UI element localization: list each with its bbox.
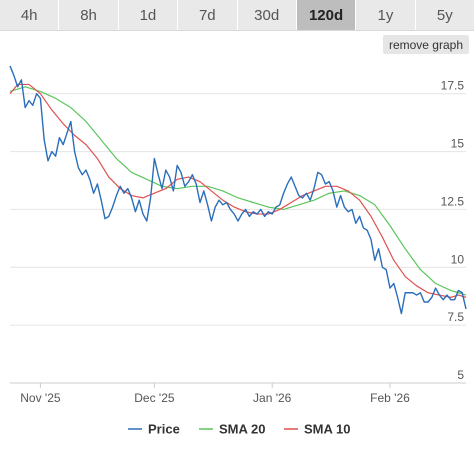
tab-8h[interactable]: 8h (59, 0, 119, 30)
tab-5y[interactable]: 5y (436, 6, 453, 24)
y-tick-label: 7.5 (447, 310, 464, 324)
x-tick-label: Nov '25 (20, 391, 61, 405)
x-tick-label: Jan '26 (253, 391, 292, 405)
legend-label-price: Price (148, 422, 180, 437)
timeframe-tabs: 4h 8h 1d 7d 30d 120d 1y 5y (0, 0, 474, 31)
y-tick-label: 17.5 (441, 79, 465, 93)
remove-graph-button[interactable]: remove graph (382, 35, 469, 54)
x-tick-label: Dec '25 (134, 391, 175, 405)
series-line-sma-10 (9, 83, 467, 298)
axes: 5 7.5 10 12.5 15 17.5 Nov '25 Dec '25 Jan '26 Feb… (10, 79, 466, 405)
y-tick-label: 10 (451, 252, 465, 266)
legend-label-sma-20: SMA 20 (219, 422, 265, 437)
tab-4h[interactable]: 4h (0, 0, 60, 30)
y-tick-label: 12.5 (441, 194, 465, 208)
series-line-sma-20 (9, 86, 467, 296)
tab-7d[interactable]: 7d (178, 0, 238, 30)
legend-label-sma-10: SMA 10 (304, 422, 350, 437)
series (9, 65, 467, 315)
grid (10, 93, 466, 326)
tab-1d[interactable]: 1d (119, 0, 179, 30)
tab-30d[interactable]: 30d (238, 0, 297, 30)
y-tick-label: 15 (451, 137, 465, 151)
legend: Price SMA 20 SMA 10 (128, 422, 350, 437)
tab-1y[interactable]: 1y (356, 0, 416, 30)
y-tick-label: 5 (457, 368, 464, 382)
tab-120d[interactable]: 120d (296, 0, 357, 30)
series-line-price (9, 65, 467, 315)
x-tick-label: Feb '26 (370, 391, 410, 405)
